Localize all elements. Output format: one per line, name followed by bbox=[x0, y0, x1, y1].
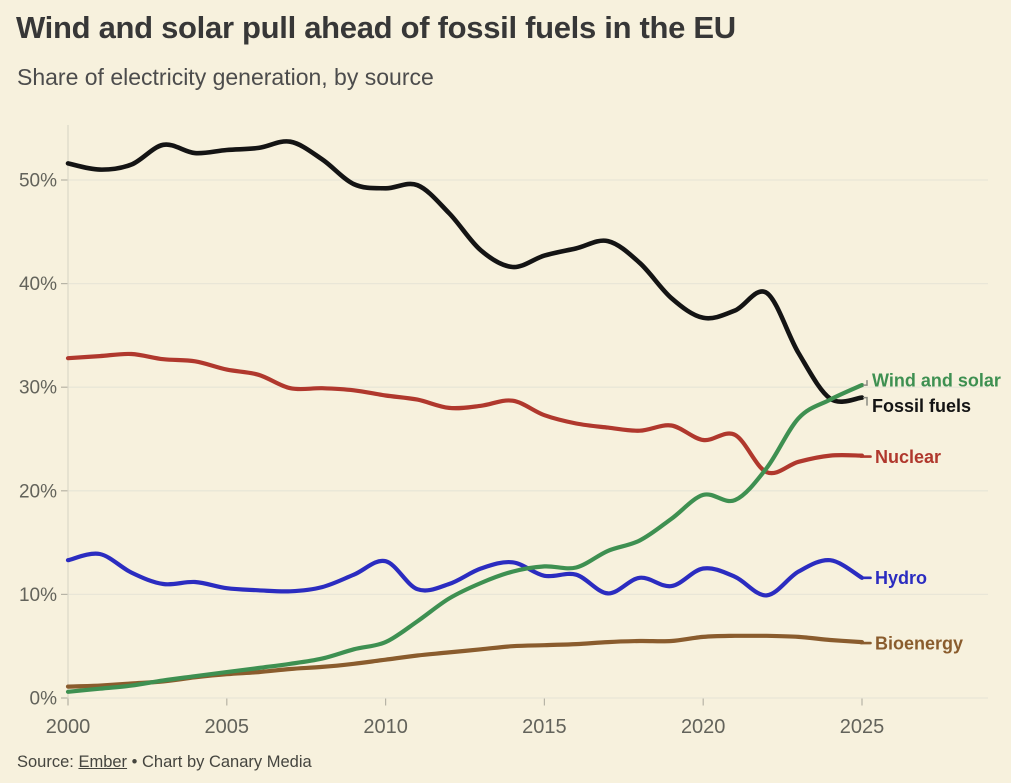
series-label-fossil-fuels: Fossil fuels bbox=[872, 396, 971, 416]
source-line: Source: Ember • Chart by Canary Media bbox=[17, 753, 312, 772]
y-tick-label: 50% bbox=[19, 171, 57, 192]
y-tick-label: 0% bbox=[30, 689, 58, 710]
x-tick-label: 2015 bbox=[522, 716, 567, 738]
series-label-nuclear: Nuclear bbox=[875, 447, 941, 467]
chart-title: Wind and solar pull ahead of fossil fuel… bbox=[16, 10, 736, 45]
source-credit: • Chart by Canary Media bbox=[127, 753, 312, 771]
y-tick-label: 10% bbox=[19, 585, 57, 606]
series-line-wind-and-solar bbox=[65, 383, 865, 694]
x-tick-label: 2000 bbox=[46, 716, 91, 738]
chart-subtitle: Share of electricity generation, by sour… bbox=[17, 64, 434, 90]
series-label-hydro: Hydro bbox=[875, 568, 927, 588]
series-line-nuclear bbox=[65, 351, 865, 476]
series-label-bioenergy: Bioenergy bbox=[875, 633, 963, 653]
series-line-fossil-fuels bbox=[65, 139, 865, 404]
x-tick-label: 2025 bbox=[840, 716, 885, 738]
label-connector-fossil-fuels bbox=[863, 396, 868, 406]
x-tick-label: 2005 bbox=[205, 716, 250, 738]
y-tick-label: 40% bbox=[19, 274, 57, 295]
source-link[interactable]: Ember bbox=[78, 753, 128, 771]
series-line-hydro bbox=[65, 551, 865, 598]
x-tick-label: 2010 bbox=[363, 716, 408, 738]
source-prefix: Source: bbox=[17, 753, 79, 771]
x-tick-label: 2020 bbox=[681, 716, 726, 738]
y-tick-label: 20% bbox=[19, 481, 57, 502]
label-connector-wind-and-solar bbox=[863, 380, 868, 386]
y-tick-label: 30% bbox=[19, 378, 57, 399]
series-label-wind-and-solar: Wind and solar bbox=[872, 370, 1001, 390]
